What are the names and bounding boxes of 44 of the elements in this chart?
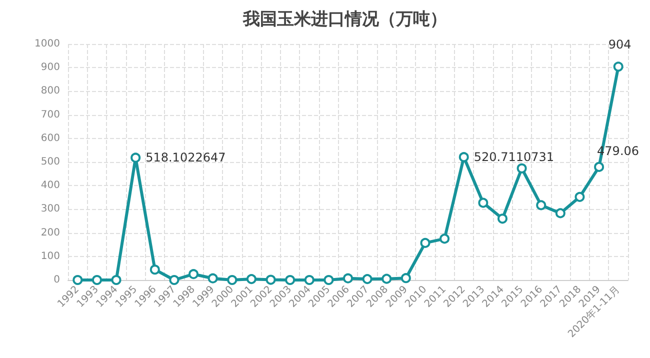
point bbox=[150, 264, 160, 275]
point bbox=[420, 238, 430, 248]
point bbox=[324, 275, 334, 285]
data-label: 518.1022647 bbox=[146, 150, 226, 165]
point bbox=[440, 234, 450, 244]
y-tick-label: 800 bbox=[40, 86, 60, 97]
y-tick-label: 900 bbox=[40, 62, 60, 74]
point bbox=[594, 162, 604, 172]
y-tick-label: 100 bbox=[40, 250, 60, 262]
point bbox=[304, 275, 314, 285]
point bbox=[188, 269, 199, 280]
point bbox=[613, 62, 624, 72]
y-tick-label: 300 bbox=[40, 204, 60, 215]
point bbox=[382, 274, 392, 284]
point bbox=[516, 163, 527, 174]
y-tick-label: 200 bbox=[40, 227, 60, 238]
point bbox=[92, 275, 102, 285]
chart-title: 我国玉米进口情况（万吨） bbox=[242, 10, 447, 30]
data-label: 904 bbox=[608, 38, 632, 52]
point bbox=[343, 273, 353, 284]
point bbox=[362, 274, 372, 284]
point bbox=[400, 273, 411, 284]
point bbox=[227, 275, 238, 285]
point bbox=[458, 152, 469, 162]
point bbox=[478, 198, 488, 208]
point bbox=[497, 214, 508, 224]
point bbox=[536, 200, 546, 210]
point bbox=[555, 208, 566, 218]
y-tick-label: 500 bbox=[40, 156, 60, 168]
y-tick-label: 1000 bbox=[34, 38, 60, 50]
y-tick-label: 0 bbox=[54, 274, 60, 286]
point bbox=[285, 275, 296, 285]
point bbox=[574, 192, 585, 202]
point bbox=[72, 275, 83, 285]
point bbox=[266, 274, 276, 285]
y-tick-label: 700 bbox=[40, 109, 60, 120]
y-tick-label: 600 bbox=[40, 132, 60, 144]
point bbox=[169, 275, 180, 285]
y-tick-label: 400 bbox=[40, 180, 60, 192]
point bbox=[111, 275, 122, 285]
point bbox=[208, 273, 218, 284]
point bbox=[246, 274, 256, 284]
data-label: 520.7110731 bbox=[474, 150, 554, 164]
point bbox=[130, 152, 141, 163]
